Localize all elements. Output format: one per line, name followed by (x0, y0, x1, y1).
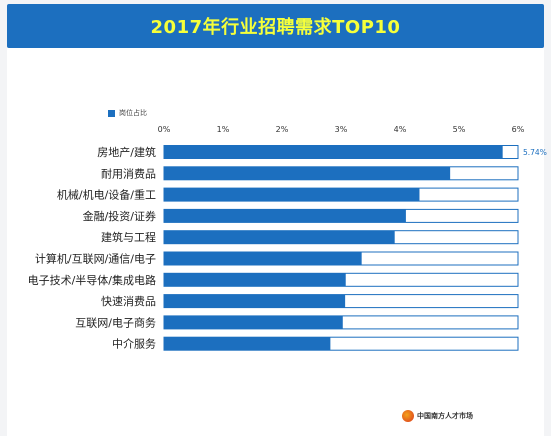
x-tick-label: 5% (453, 125, 466, 134)
data-label: 4.85% (455, 169, 479, 178)
category-label: 建筑与工程 (101, 230, 156, 244)
category-label: 互联网/电子商务 (75, 315, 156, 329)
x-tick-label: 6% (512, 125, 525, 134)
data-label: 3.35% (367, 255, 391, 264)
data-label: 5.74% (523, 148, 547, 157)
category-label: 机械/机电/设备/重工 (57, 188, 156, 202)
bar (164, 209, 406, 223)
bar (164, 188, 420, 202)
data-label: 4.10% (411, 212, 435, 221)
data-label: 3.91% (400, 233, 424, 242)
bar (164, 145, 503, 159)
category-label: 耐用消费品 (101, 166, 156, 180)
chart-title: 2017年行业招聘需求TOP10 (150, 17, 401, 38)
x-tick-label: 0% (158, 125, 171, 134)
chart-legend: 岗位占比 (108, 108, 147, 118)
legend-swatch (108, 109, 115, 117)
data-label: 3.03% (348, 318, 372, 327)
data-label: 3.07% (350, 297, 374, 306)
category-label: 金融/投资/证券 (83, 209, 156, 223)
bar (164, 294, 346, 308)
logo-text: 中国南方人才市场 (417, 412, 473, 420)
x-tick-label: 2% (276, 125, 289, 134)
x-tick-label: 3% (335, 125, 348, 134)
category-label: 快速消费品 (101, 294, 156, 308)
bar (164, 252, 362, 265)
chart-title-bar: 2017年行业招聘需求TOP10 (7, 4, 544, 48)
bar (164, 273, 346, 287)
category-label: 电子技术/半导体/集成电路 (28, 273, 156, 287)
logo: 中国南方人才市场 (402, 410, 473, 422)
bar (164, 337, 331, 351)
category-label: 房地产/建筑 (97, 145, 156, 159)
category-label: 计算机/互联网/通信/电子 (35, 252, 156, 266)
data-label: 3.08% (351, 276, 375, 285)
legend-label: 岗位占比 (119, 109, 147, 117)
bar (164, 315, 343, 329)
data-label: 4.33% (424, 191, 448, 200)
bar (164, 230, 395, 244)
logo-mark-icon (402, 410, 414, 422)
data-label: 2.82% (335, 340, 359, 349)
x-tick-label: 4% (394, 125, 407, 134)
bar (164, 166, 451, 180)
x-tick-label: 1% (217, 125, 230, 134)
category-label: 中介服务 (112, 338, 156, 351)
